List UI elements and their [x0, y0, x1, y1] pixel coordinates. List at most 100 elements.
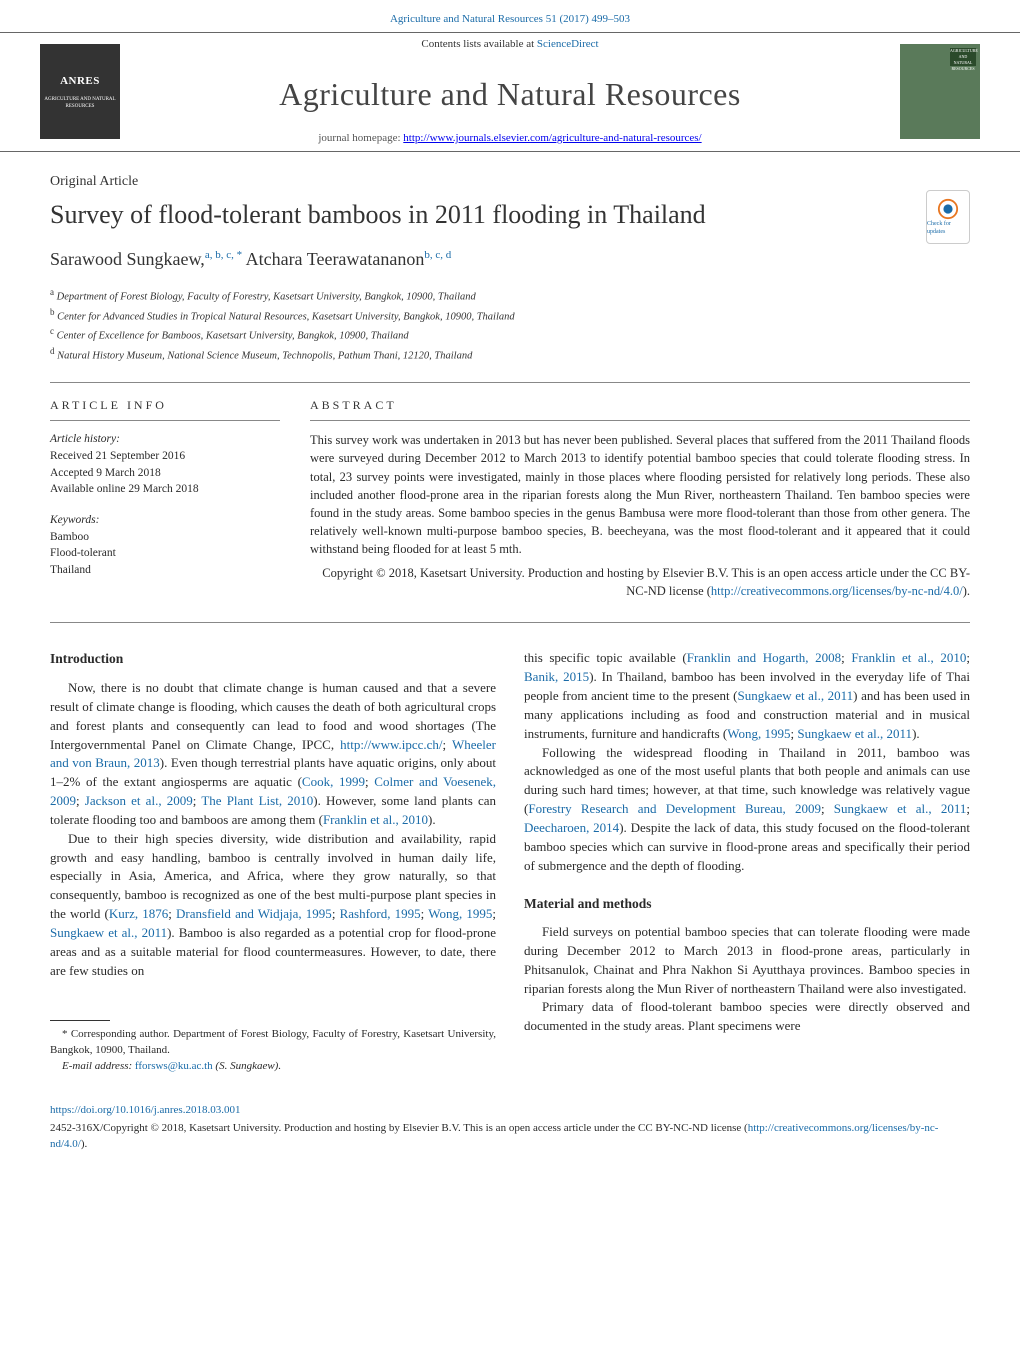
body-columns: Introduction Now, there is no doubt that… — [50, 649, 970, 1075]
intro-p2: Due to their high species diversity, wid… — [50, 830, 496, 981]
logo-text: ANRES — [60, 74, 100, 90]
text: ; — [966, 801, 970, 816]
article-title: Survey of flood-tolerant bamboos in 2011… — [50, 196, 910, 234]
ref-link[interactable]: Forestry Research and Development Bureau… — [528, 801, 821, 816]
text: ; — [492, 906, 496, 921]
ref-link[interactable]: Sungkaew et al., 2011 — [797, 726, 912, 741]
text: ). — [81, 1138, 87, 1150]
intro-p3: Following the widespread flooding in Tha… — [524, 744, 970, 876]
license-link[interactable]: http://creativecommons.org/licenses/by-n… — [711, 584, 963, 598]
ref-link[interactable]: The Plant List, 2010 — [201, 793, 313, 808]
keyword: Flood-tolerant — [50, 545, 280, 562]
ref-link[interactable]: Deecharoen, 2014 — [524, 820, 619, 835]
footer-copyright: 2452-316X/Copyright © 2018, Kasetsart Un… — [50, 1121, 970, 1153]
text: ; — [821, 801, 834, 816]
affiliations: a Department of Forest Biology, Faculty … — [50, 286, 970, 364]
affiliation-c: c Center of Excellence for Bamboos, Kase… — [50, 325, 970, 344]
aff-text: Center for Advanced Studies in Tropical … — [55, 311, 515, 322]
methods-p1: Field surveys on potential bamboo specie… — [524, 923, 970, 998]
homepage-line: journal homepage: http://www.journals.el… — [120, 131, 900, 147]
authors: Sarawood Sungkaew,a, b, c, * Atchara Tee… — [50, 246, 970, 272]
contents-line: Contents lists available at ScienceDirec… — [120, 37, 900, 53]
homepage-label: journal homepage: — [318, 132, 403, 144]
contents-prefix: Contents lists available at — [421, 38, 536, 50]
ref-link[interactable]: Wong, 1995 — [727, 726, 790, 741]
methods-heading: Material and methods — [524, 894, 970, 914]
author2-name: Atchara Teerawatananon — [242, 249, 424, 269]
ref-link[interactable]: Sungkaew et al., 2011 — [50, 925, 167, 940]
header-bar: ANRES AGRICULTURE AND NATURAL RESOURCES … — [0, 32, 1020, 152]
header-citation: Agriculture and Natural Resources 51 (20… — [0, 0, 1020, 32]
ref-link[interactable]: Franklin et al., 2010 — [851, 650, 966, 665]
ref-link[interactable]: Franklin and Hogarth, 2008 — [687, 650, 841, 665]
author2-sup: b, c, d — [424, 249, 451, 261]
text: ). — [428, 812, 436, 827]
copyright-close: ). — [963, 584, 970, 598]
intro-p1: Now, there is no doubt that climate chan… — [50, 679, 496, 830]
journal-cover: AGRICULTURE AND NATURAL RESOURCES — [900, 44, 980, 139]
abstract-text: This survey work was undertaken in 2013 … — [310, 431, 970, 558]
cover-inner: AGRICULTURE AND NATURAL RESOURCES — [950, 48, 976, 66]
affiliation-b: b Center for Advanced Studies in Tropica… — [50, 306, 970, 325]
journal-title: Agriculture and Natural Resources — [120, 71, 900, 117]
author1-sup: a, b, c, * — [205, 249, 242, 261]
methods-p2: Primary data of flood-tolerant bamboo sp… — [524, 998, 970, 1036]
intro-p2-cont: this specific topic available (Franklin … — [524, 649, 970, 743]
email-label: E-mail address: — [62, 1060, 135, 1072]
sciencedirect-link[interactable]: ScienceDirect — [537, 38, 599, 50]
history-label: Article history: — [50, 431, 280, 448]
affiliation-a: a Department of Forest Biology, Faculty … — [50, 286, 970, 305]
ref-link[interactable]: Kurz, 1876 — [109, 906, 168, 921]
text: 2452-316X/Copyright © 2018, Kasetsart Un… — [50, 1122, 748, 1134]
aff-text: Department of Forest Biology, Faculty of… — [54, 292, 476, 303]
section-divider — [50, 622, 970, 623]
ref-link[interactable]: Sungkaew et al., 2011 — [737, 688, 853, 703]
author1-name: Sarawood Sungkaew, — [50, 249, 205, 269]
check-updates-badge[interactable]: Check for updates — [926, 190, 970, 244]
text: ; — [168, 906, 176, 921]
article-type: Original Article — [50, 172, 970, 192]
aff-text: Natural History Museum, National Science… — [55, 351, 473, 362]
keywords-block: Keywords: Bamboo Flood-tolerant Thailand — [50, 512, 280, 579]
abstract: ABSTRACT This survey work was undertaken… — [310, 397, 970, 601]
history-block: Article history: Received 21 September 2… — [50, 431, 280, 498]
text: ; — [332, 906, 340, 921]
ref-link[interactable]: Rashford, 1995 — [340, 906, 421, 921]
ref-link[interactable]: http://www.ipcc.ch/ — [340, 737, 442, 752]
intro-heading: Introduction — [50, 649, 496, 669]
keywords-label: Keywords: — [50, 512, 280, 529]
ref-link[interactable]: Sungkaew et al., 2011 — [834, 801, 967, 816]
ref-link[interactable]: Wong, 1995 — [428, 906, 492, 921]
text: this specific topic available ( — [524, 650, 687, 665]
text: ; — [841, 650, 851, 665]
article-info: ARTICLE INFO Article history: Received 2… — [50, 397, 280, 601]
logo-subtext: AGRICULTURE AND NATURAL RESOURCES — [40, 96, 120, 111]
right-column: this specific topic available (Franklin … — [524, 649, 970, 1075]
online-date: Available online 29 March 2018 — [50, 481, 280, 498]
anres-logo: ANRES AGRICULTURE AND NATURAL RESOURCES — [40, 44, 120, 139]
left-column: Introduction Now, there is no doubt that… — [50, 649, 496, 1075]
info-header: ARTICLE INFO — [50, 397, 280, 421]
text: ; — [966, 650, 970, 665]
footer: https://doi.org/10.1016/j.anres.2018.03.… — [0, 1095, 1020, 1173]
email-link[interactable]: fforsws@ku.ac.th — [135, 1060, 213, 1072]
email-suffix: (S. Sungkaew). — [213, 1060, 281, 1072]
affiliation-d: d Natural History Museum, National Scien… — [50, 345, 970, 364]
text: ; — [365, 774, 374, 789]
copyright-line: Copyright © 2018, Kasetsart University. … — [310, 564, 970, 600]
doi-link[interactable]: https://doi.org/10.1016/j.anres.2018.03.… — [50, 1104, 240, 1116]
ref-link[interactable]: Franklin et al., 2010 — [323, 812, 428, 827]
check-label: Check for updates — [927, 220, 969, 237]
check-updates-icon — [937, 198, 959, 220]
abstract-header: ABSTRACT — [310, 397, 970, 421]
email-footnote: E-mail address: fforsws@ku.ac.th (S. Sun… — [50, 1059, 496, 1075]
homepage-link[interactable]: http://www.journals.elsevier.com/agricul… — [403, 132, 701, 144]
accepted-date: Accepted 9 March 2018 — [50, 465, 280, 482]
ref-link[interactable]: Banik, 2015 — [524, 669, 589, 684]
aff-text: Center of Excellence for Bamboos, Kasets… — [54, 331, 409, 342]
ref-link[interactable]: Jackson et al., 2009 — [85, 793, 193, 808]
ref-link[interactable]: Dransfield and Widjaja, 1995 — [176, 906, 332, 921]
received-date: Received 21 September 2016 — [50, 448, 280, 465]
ref-link[interactable]: Cook, 1999 — [302, 774, 365, 789]
corresponding-footnote: * Corresponding author. Department of Fo… — [50, 1027, 496, 1059]
